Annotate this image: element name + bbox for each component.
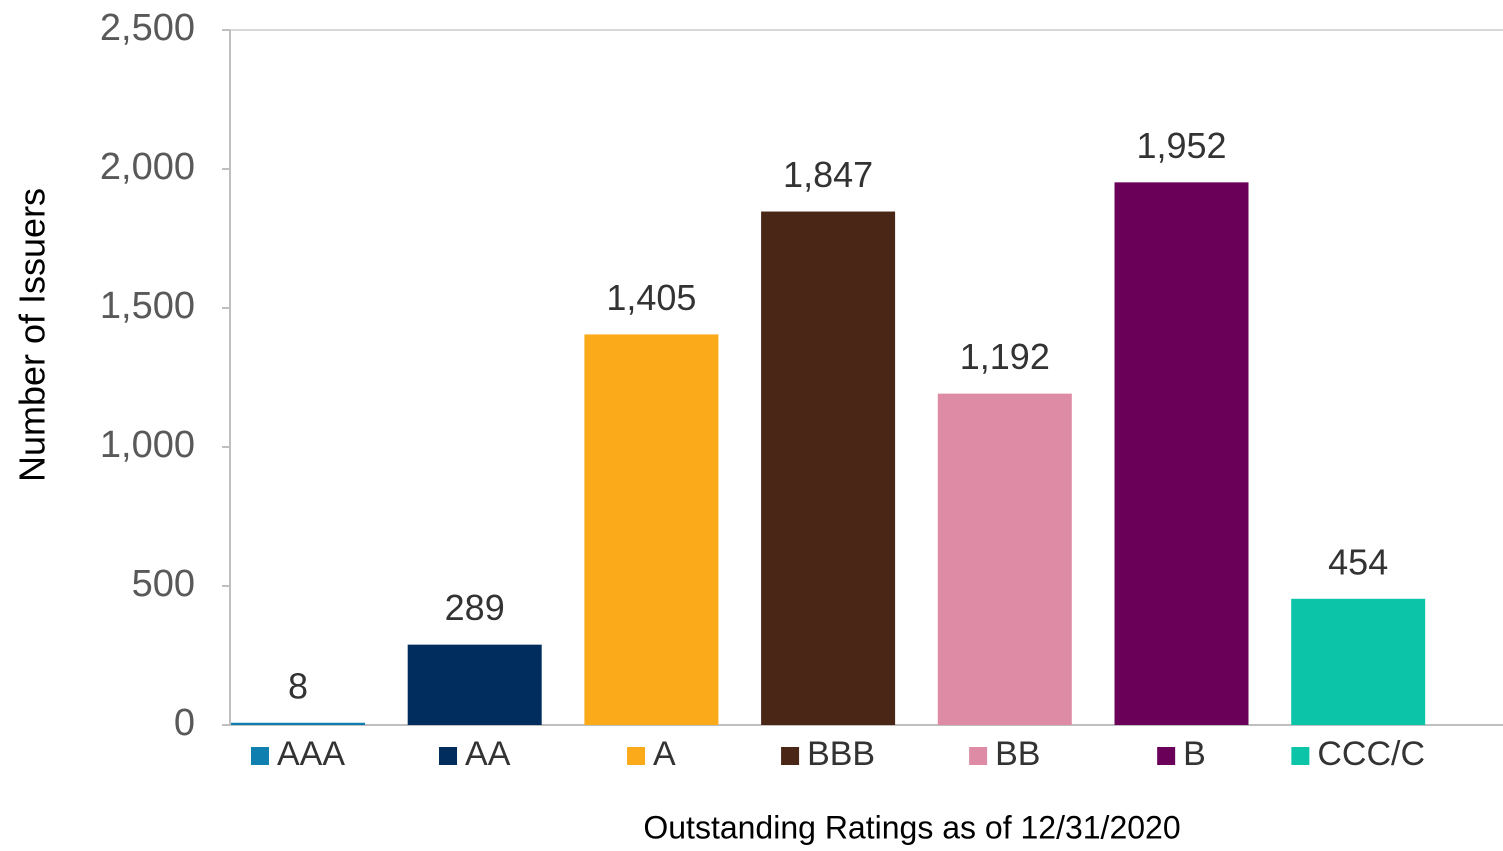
value-label: 289 xyxy=(445,587,505,628)
bar xyxy=(1291,598,1426,725)
legend-label: BB xyxy=(995,735,1040,773)
value-label: 1,405 xyxy=(606,277,696,318)
legend-label: B xyxy=(1183,735,1206,773)
y-tick-label: 2,000 xyxy=(100,146,195,188)
legend-label: AAA xyxy=(277,735,345,773)
bar xyxy=(584,334,719,725)
legend-swatch xyxy=(1157,747,1176,765)
legend-label: CCC/C xyxy=(1317,735,1425,773)
bar xyxy=(1114,182,1249,725)
legend-swatch xyxy=(1291,747,1310,765)
value-label: 1,192 xyxy=(960,336,1050,377)
legend-label: A xyxy=(653,735,676,773)
x-axis-title: Outstanding Ratings as of 12/31/2020 xyxy=(643,809,1180,845)
legend-label: AA xyxy=(465,735,511,773)
y-tick-label: 500 xyxy=(132,563,195,605)
y-tick-label: 0 xyxy=(174,702,195,744)
legend-label: BBB xyxy=(807,735,875,773)
bar xyxy=(231,722,365,725)
legend-swatch xyxy=(250,747,269,765)
value-label: 454 xyxy=(1328,541,1388,582)
bar xyxy=(407,644,542,725)
legend-swatch xyxy=(439,747,458,765)
value-label: 8 xyxy=(288,665,308,706)
legend-swatch xyxy=(627,747,646,765)
y-tick-label: 1,500 xyxy=(100,285,195,327)
y-axis-title: Number of Issuers xyxy=(12,188,53,482)
value-label: 1,952 xyxy=(1136,125,1226,166)
bar xyxy=(937,393,1072,725)
y-tick-label: 2,500 xyxy=(100,7,195,49)
bar xyxy=(761,211,896,725)
value-label: 1,847 xyxy=(783,154,873,195)
y-tick-label: 1,000 xyxy=(100,424,195,466)
legend-swatch xyxy=(969,747,988,765)
legend-swatch xyxy=(781,747,800,765)
